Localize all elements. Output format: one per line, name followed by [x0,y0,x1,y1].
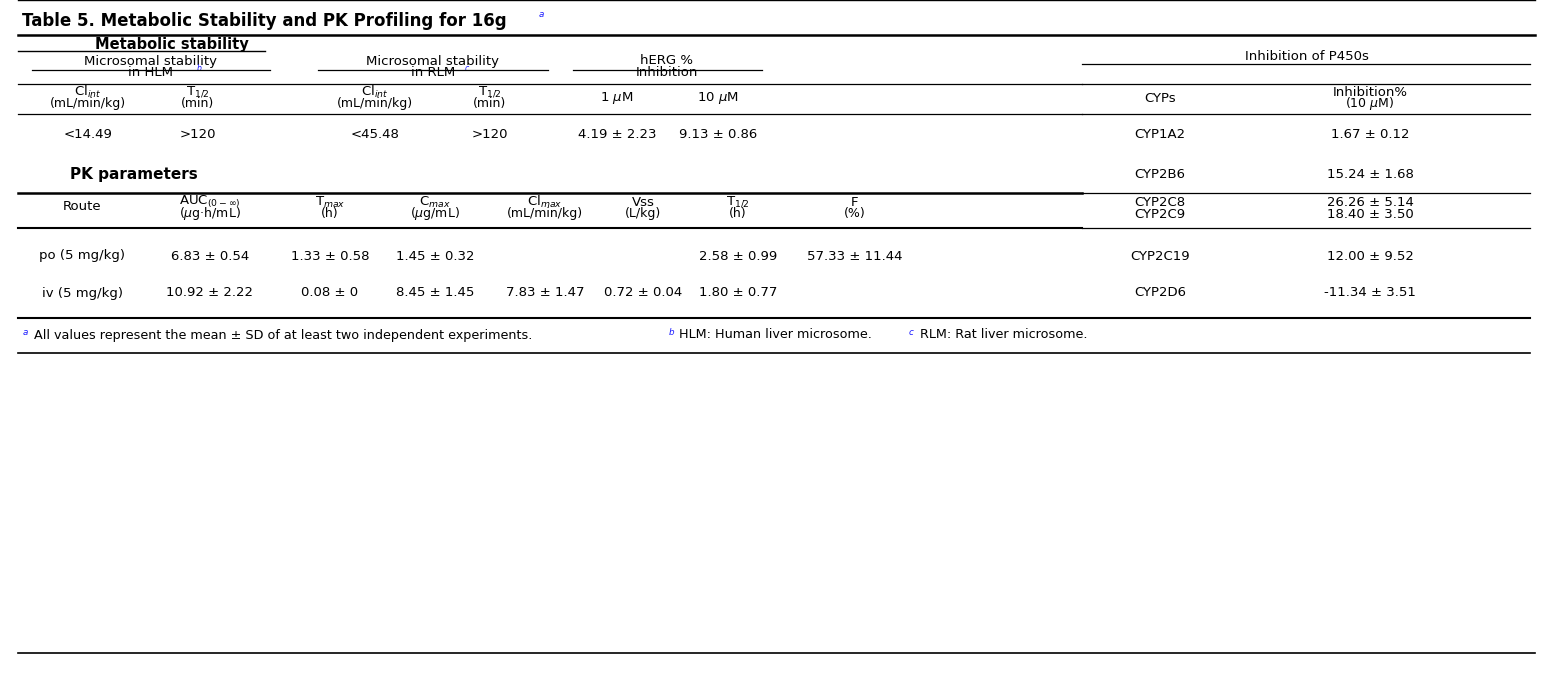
Text: Inhibition%: Inhibition% [1333,85,1407,98]
Text: ($\mu$g/mL): ($\mu$g/mL) [411,206,460,223]
Text: (%): (%) [845,208,866,221]
Text: 4.19 ± 2.23: 4.19 ± 2.23 [578,128,656,141]
Text: >120: >120 [471,128,508,141]
Text: T$_{max}$: T$_{max}$ [315,195,346,210]
Text: (h): (h) [321,208,339,221]
Text: $^{c}$: $^{c}$ [908,329,914,342]
Text: CYP2D6: CYP2D6 [1135,286,1186,300]
Text: $^{a}$: $^{a}$ [22,329,29,342]
Text: >120: >120 [180,128,217,141]
Text: 10 $\mu$M: 10 $\mu$M [698,90,739,106]
Text: 7.83 ± 1.47: 7.83 ± 1.47 [505,286,584,300]
Text: RLM: Rat liver microsome.: RLM: Rat liver microsome. [921,329,1088,342]
Text: (10 $\mu$M): (10 $\mu$M) [1345,94,1395,111]
Text: Inhibition of P450s: Inhibition of P450s [1245,51,1369,64]
Text: 26.26 ± 5.14: 26.26 ± 5.14 [1327,195,1414,208]
Text: Cl$_{max}$: Cl$_{max}$ [527,194,563,210]
Text: Inhibition: Inhibition [636,66,698,79]
Text: HLM: Human liver microsome.: HLM: Human liver microsome. [679,329,876,342]
Text: 15.24 ± 1.68: 15.24 ± 1.68 [1327,169,1414,182]
Text: ($\mu$g·h/mL): ($\mu$g·h/mL) [180,206,240,223]
Text: <14.49: <14.49 [64,128,113,141]
Text: CYP2C19: CYP2C19 [1130,249,1190,262]
Text: iv (5 mg/kg): iv (5 mg/kg) [42,286,122,300]
Text: CYP1A2: CYP1A2 [1135,128,1186,141]
Text: 0.72 ± 0.04: 0.72 ± 0.04 [604,286,682,300]
Text: $^{b}$: $^{b}$ [195,64,203,74]
Text: CYP2B6: CYP2B6 [1135,169,1186,182]
Text: Metabolic stability: Metabolic stability [95,36,248,51]
Text: Microsomal stability: Microsomal stability [366,55,499,68]
Text: Route: Route [62,201,101,214]
Text: (L/kg): (L/kg) [625,208,662,221]
Text: -11.34 ± 3.51: -11.34 ± 3.51 [1324,286,1417,300]
Text: $^{c}$: $^{c}$ [463,64,470,74]
Text: 12.00 ± 9.52: 12.00 ± 9.52 [1327,249,1414,262]
Text: 1 $\mu$M: 1 $\mu$M [600,90,634,106]
Text: CYP2C9: CYP2C9 [1135,208,1186,221]
Text: Table 5. Metabolic Stability and PK Profiling for 16g: Table 5. Metabolic Stability and PK Prof… [22,12,507,30]
Text: C$_{max}$: C$_{max}$ [418,195,451,210]
Text: CYPs: CYPs [1144,92,1176,104]
Text: 1.80 ± 0.77: 1.80 ± 0.77 [699,286,777,300]
Text: hERG %: hERG % [640,55,693,68]
Text: Cl$_{int}$: Cl$_{int}$ [74,84,102,100]
Text: PK parameters: PK parameters [70,167,198,182]
Text: Microsomal stability: Microsomal stability [85,55,217,68]
Text: (mL/min/kg): (mL/min/kg) [50,96,126,109]
Text: CYP2C8: CYP2C8 [1135,195,1186,208]
Text: 10.92 ± 2.22: 10.92 ± 2.22 [166,286,254,300]
Text: 8.45 ± 1.45: 8.45 ± 1.45 [395,286,474,300]
Text: $^{b}$: $^{b}$ [668,329,676,342]
Text: T$_{1/2}$: T$_{1/2}$ [186,85,209,99]
Text: 6.83 ± 0.54: 6.83 ± 0.54 [170,249,250,262]
Text: po (5 mg/kg): po (5 mg/kg) [39,249,126,262]
Text: 9.13 ± 0.86: 9.13 ± 0.86 [679,128,756,141]
Text: T$_{1/2}$: T$_{1/2}$ [477,85,502,99]
Text: 57.33 ± 11.44: 57.33 ± 11.44 [808,249,902,262]
Text: 1.45 ± 0.32: 1.45 ± 0.32 [395,249,474,262]
Text: All values represent the mean ± SD of at least two independent experiments.: All values represent the mean ± SD of at… [34,329,536,342]
Text: (h): (h) [728,208,747,221]
Text: (mL/min/kg): (mL/min/kg) [507,208,583,221]
Text: 1.33 ± 0.58: 1.33 ± 0.58 [291,249,369,262]
Text: Vss: Vss [631,195,654,208]
Text: AUC$_{(0-\infty)}$: AUC$_{(0-\infty)}$ [180,194,240,210]
Text: 0.08 ± 0: 0.08 ± 0 [301,286,358,300]
Text: in HLM: in HLM [129,66,174,79]
Text: in RLM: in RLM [411,66,456,79]
Text: 1.67 ± 0.12: 1.67 ± 0.12 [1331,128,1409,141]
Text: (min): (min) [473,96,507,109]
Text: <45.48: <45.48 [350,128,400,141]
Text: Cl$_{int}$: Cl$_{int}$ [361,84,389,100]
Text: 2.58 ± 0.99: 2.58 ± 0.99 [699,249,777,262]
Text: F: F [851,195,859,208]
Text: (mL/min/kg): (mL/min/kg) [336,96,412,109]
Text: (min): (min) [181,96,214,109]
Text: T$_{1/2}$: T$_{1/2}$ [725,195,750,210]
Text: 18.40 ± 3.50: 18.40 ± 3.50 [1327,208,1414,221]
Text: $^{a}$: $^{a}$ [538,10,546,23]
